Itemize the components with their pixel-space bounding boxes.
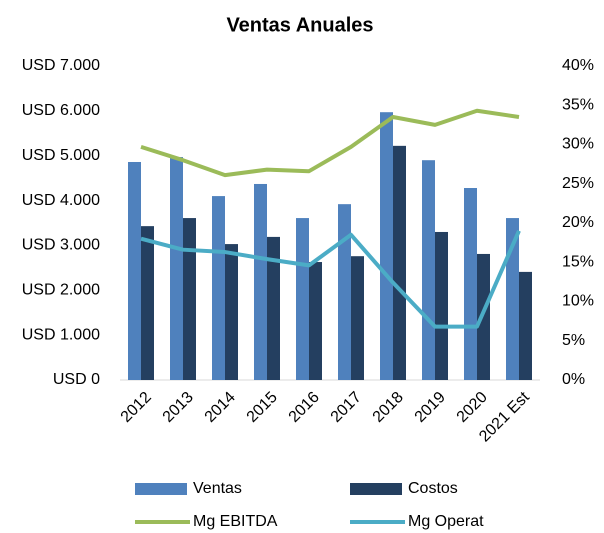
x-tick-label: 2019	[412, 389, 449, 426]
bar	[464, 188, 477, 380]
bar	[212, 196, 225, 380]
y2-tick-label: 40%	[562, 57, 594, 74]
x-tick-label: 2013	[160, 389, 197, 426]
y-tick-label: USD 7.000	[22, 57, 100, 74]
bar	[296, 218, 309, 380]
line	[140, 108, 520, 178]
y-tick-label: USD 1.000	[22, 326, 100, 343]
y2-tick-label: 15%	[562, 253, 594, 270]
legend-swatch	[135, 483, 187, 495]
bar	[183, 218, 196, 380]
bar	[380, 112, 393, 381]
legend-swatch	[350, 483, 402, 495]
bar	[422, 160, 435, 380]
legend-label: Costos	[408, 480, 458, 497]
x-tick-label: 2018	[370, 389, 407, 426]
bar	[170, 157, 183, 380]
x-tick-label: 2014	[202, 389, 239, 426]
chart-title: Ventas Anuales	[226, 14, 373, 36]
bar	[393, 145, 406, 380]
bar	[435, 231, 448, 380]
line	[140, 230, 521, 329]
x-tick-label: 2015	[244, 389, 281, 426]
bar	[128, 161, 141, 380]
bar	[519, 271, 532, 380]
bar	[254, 183, 267, 380]
bar	[477, 253, 490, 380]
y-tick-label: USD 4.000	[22, 192, 100, 209]
y2-tick-label: 20%	[562, 214, 594, 231]
x-tick-label: 2020	[454, 389, 491, 426]
legend-label: Ventas	[193, 480, 242, 497]
x-tick-label: 2017	[328, 389, 365, 426]
y-tick-label: USD 6.000	[22, 102, 100, 119]
y-tick-label: USD 2.000	[22, 282, 100, 299]
y2-tick-label: 5%	[562, 332, 585, 349]
bar	[351, 256, 364, 380]
x-tick-label: 2012	[118, 389, 155, 426]
x-tick-label: 2016	[286, 389, 323, 426]
y-tick-label: USD 0	[53, 371, 100, 388]
y-tick-label: USD 5.000	[22, 147, 100, 164]
y-tick-label: USD 3.000	[22, 237, 100, 254]
bar	[309, 262, 322, 380]
bar	[225, 244, 238, 380]
bar	[141, 226, 154, 380]
y2-tick-label: 30%	[562, 136, 594, 153]
y2-tick-label: 0%	[562, 371, 585, 388]
bar	[267, 236, 280, 380]
y2-tick-label: 35%	[562, 96, 594, 113]
y2-tick-label: 25%	[562, 175, 594, 192]
bar	[506, 218, 519, 380]
bar	[338, 204, 351, 380]
legend-label: Mg Operat	[408, 513, 484, 530]
legend-label: Mg EBITDA	[193, 513, 278, 530]
y2-tick-label: 10%	[562, 293, 594, 310]
